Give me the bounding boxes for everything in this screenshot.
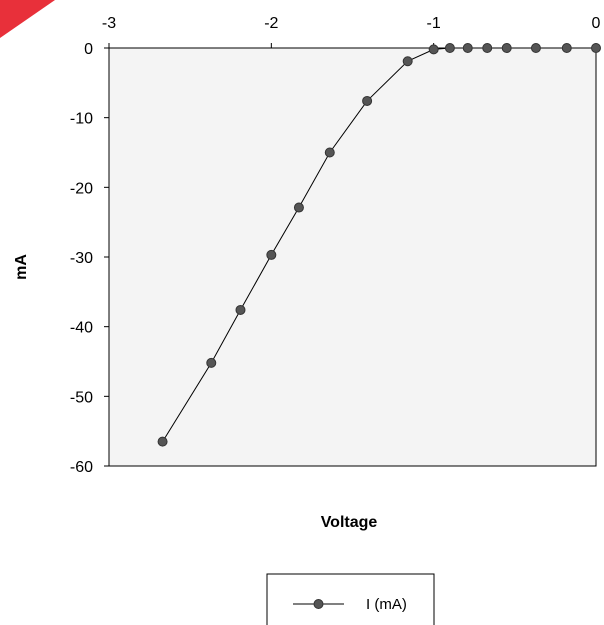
data-point	[235, 304, 246, 315]
y-tick-label: -50	[70, 389, 93, 406]
legend-box	[266, 573, 435, 625]
x-axis-title: Voltage	[321, 514, 378, 531]
data-point	[206, 357, 217, 368]
legend-marker	[313, 599, 324, 609]
data-point	[324, 147, 335, 158]
data-point	[266, 249, 277, 260]
data-point	[462, 43, 473, 53]
y-tick-label: -40	[70, 320, 93, 337]
data-point	[157, 436, 168, 447]
legend-label: I (mA)	[366, 596, 407, 613]
plot-area	[108, 47, 597, 467]
data-point	[444, 43, 455, 53]
series-line	[162, 47, 596, 442]
x-tick-label: -3	[102, 15, 116, 32]
data-point	[591, 43, 601, 53]
x-axis-ticks: -3 -2 -1 0	[102, 15, 601, 48]
series-layer	[157, 43, 601, 447]
y-tick-label: -10	[70, 111, 93, 128]
x-tick-label: -2	[264, 15, 278, 32]
data-point	[530, 43, 541, 53]
legend: I (mA)	[266, 573, 435, 625]
data-point	[482, 43, 493, 53]
corner-decoration	[0, 0, 55, 38]
y-tick-label: -20	[70, 180, 93, 197]
y-axis-ticks: 0 -10 -20 -30 -40 -50 -60	[70, 41, 109, 476]
y-tick-label: 0	[84, 41, 93, 58]
data-point	[561, 43, 572, 53]
x-tick-label: 0	[592, 15, 601, 32]
data-point	[428, 44, 439, 55]
y-tick-label: -60	[70, 459, 93, 476]
x-tick-label: -1	[427, 15, 441, 32]
data-point	[362, 95, 373, 106]
data-point	[402, 56, 413, 67]
y-axis-title: mA	[13, 254, 30, 280]
data-point	[293, 202, 304, 213]
y-tick-label: -30	[70, 250, 93, 267]
data-point	[501, 43, 512, 53]
